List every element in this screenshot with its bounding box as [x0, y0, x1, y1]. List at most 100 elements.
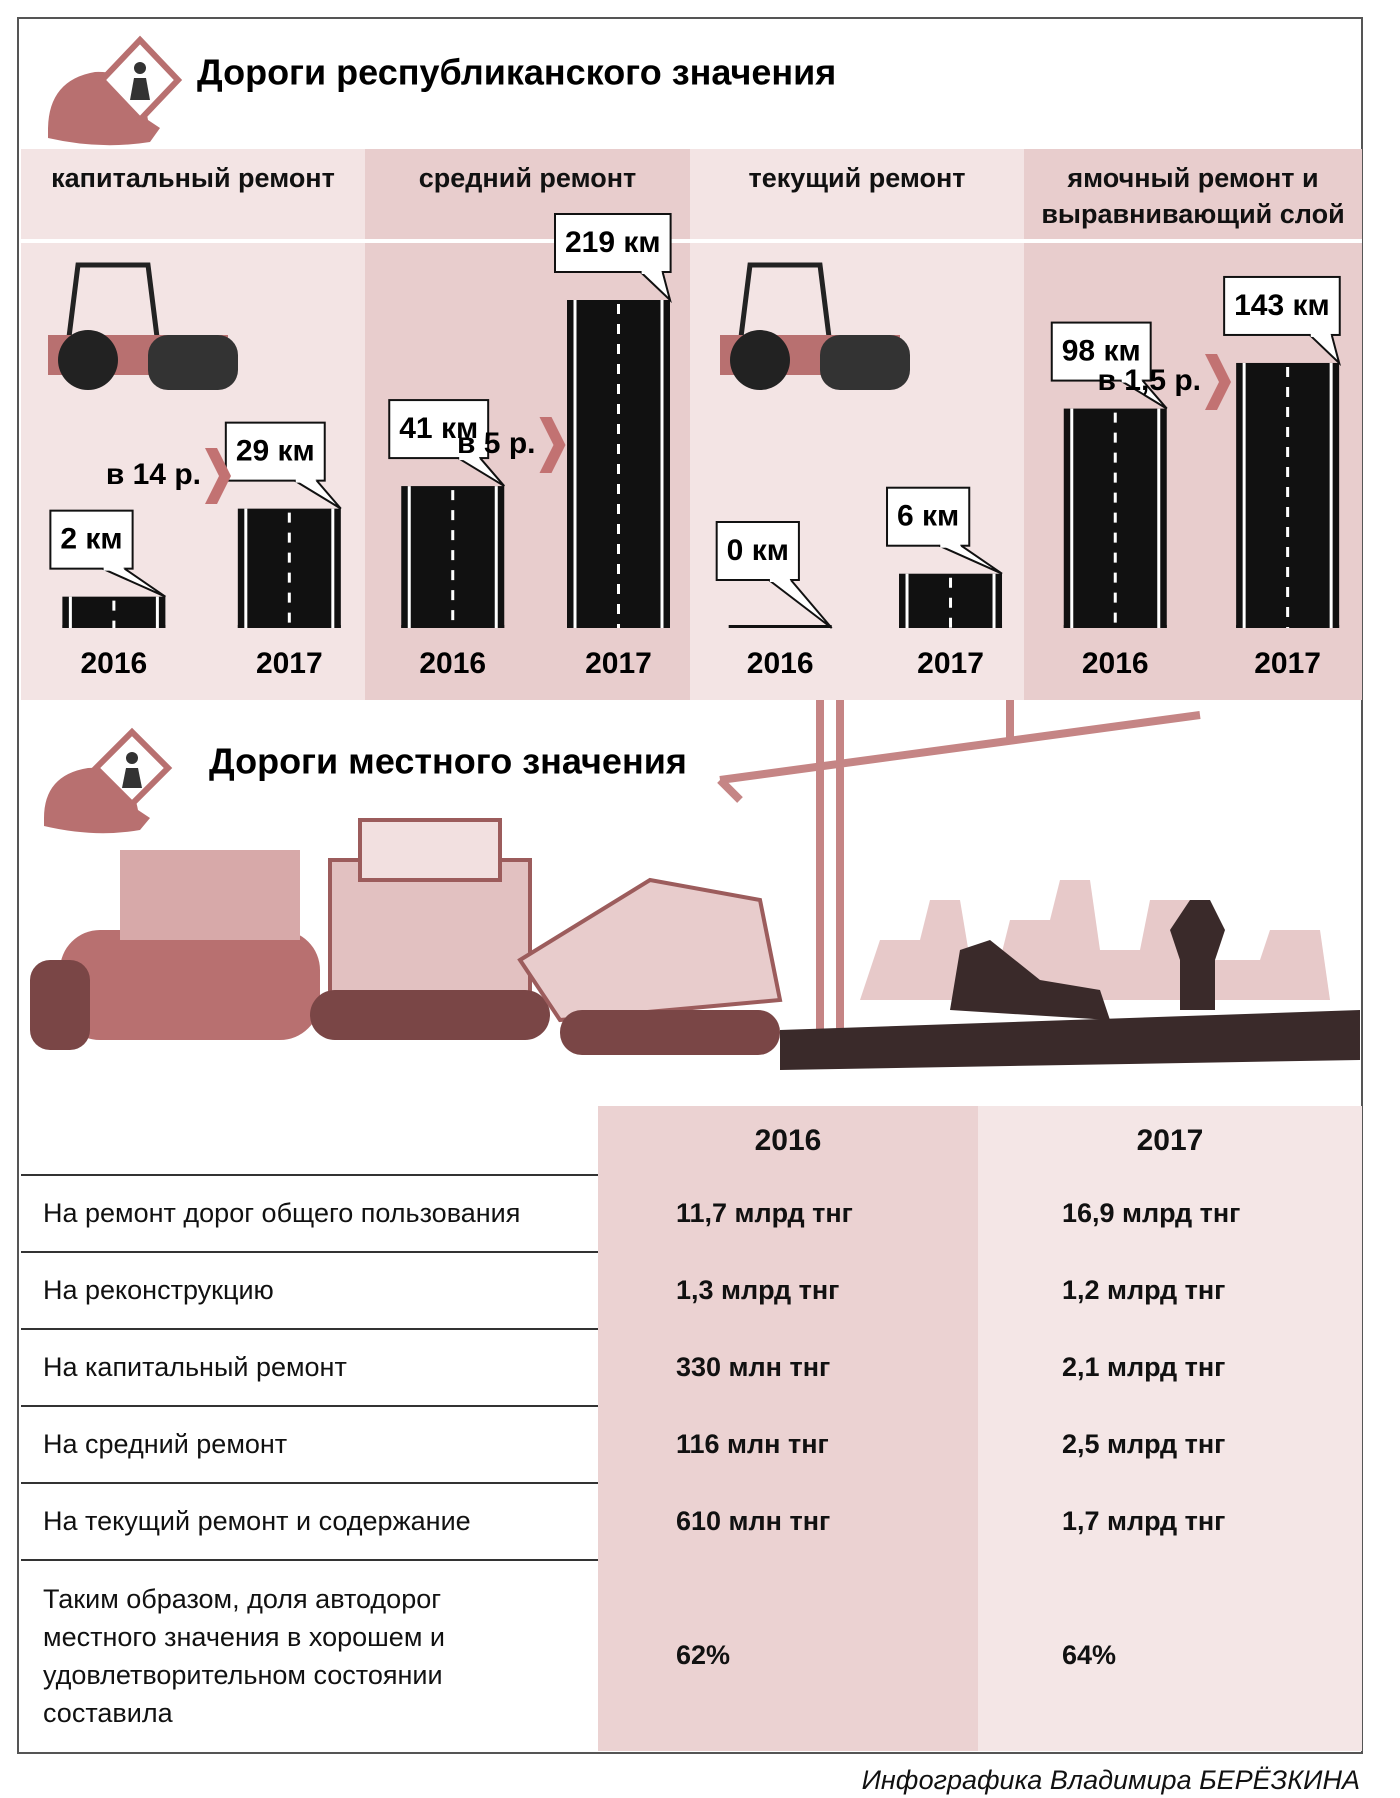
- table-cell: 2,5 млрд тнг: [978, 1406, 1362, 1483]
- table-cell: 330 млн тнг: [598, 1329, 978, 1406]
- chevron: [539, 417, 566, 473]
- category-header: капитальный ремонт: [51, 163, 335, 193]
- category-header: ямочный ремонт и выравнивающий слой: [1041, 163, 1345, 229]
- table: 2016 2017 На ремонт дорог общего пользов…: [21, 1106, 1362, 1751]
- category-label: средний ремонт: [418, 163, 637, 193]
- value-label: 0 км: [727, 534, 789, 567]
- table-cell: На реконструкцию: [21, 1251, 598, 1329]
- pointer: [102, 567, 166, 598]
- pointer: [1120, 379, 1168, 410]
- ground: [728, 625, 832, 628]
- table-header: 2016 2017: [21, 1106, 1362, 1175]
- category-label: ямочный ремонт и выравнивающий слой: [1041, 163, 1345, 229]
- x-tick-label: 2017: [917, 647, 984, 680]
- roller-icon: [820, 335, 910, 390]
- value-label: 143 км: [1234, 289, 1330, 322]
- pointer: [457, 457, 506, 487]
- pointer: [294, 479, 342, 510]
- bar: [237, 508, 341, 628]
- cell-text: Таким образом, доля автодорог местного з…: [43, 1584, 445, 1728]
- pointer: [639, 271, 672, 304]
- table-cell: На капитальный ремонт: [21, 1328, 598, 1406]
- pointer-cover: [940, 543, 961, 548]
- x-tick-label: 2017: [256, 647, 323, 680]
- cell-text: На реконструкцию: [43, 1275, 274, 1305]
- helmet-icon: [44, 727, 173, 834]
- value-label: 219 км: [565, 226, 661, 259]
- value-label: 98 км: [1062, 335, 1141, 368]
- table-row: На реконструкцию 1,3 млрд тнг 1,2 млрд тнг: [21, 1251, 1362, 1329]
- column-header: 2017: [978, 1106, 1362, 1175]
- chevron: [1205, 354, 1231, 410]
- pointer-cover: [103, 566, 124, 571]
- table-cell: 11,7 млрд тнг: [598, 1175, 978, 1252]
- value-label-box: [886, 486, 971, 547]
- table-row: На ремонт дорог общего пользования 11,7 м…: [21, 1174, 1362, 1252]
- illustration: [30, 700, 1360, 1070]
- annotation: в 1,5 р.: [1098, 364, 1201, 397]
- category-header: текущий ремонт: [748, 163, 966, 193]
- x-tick-label: 2017: [1254, 647, 1321, 680]
- pointer-cover: [295, 478, 316, 483]
- pointer-cover: [641, 270, 662, 274]
- table-row: Таким образом, доля автодорог местного з…: [21, 1559, 1362, 1751]
- value-label: 2 км: [60, 523, 122, 556]
- table-row: На капитальный ремонт 330 млн тнг 2,1 млрд…: [21, 1328, 1362, 1406]
- x-tick-label: 2017: [585, 647, 652, 680]
- table-cell: 1,3 млрд тнг: [598, 1252, 978, 1329]
- value-label: 41 км: [399, 412, 478, 445]
- table-cell: 16,9 млрд тнг: [978, 1175, 1362, 1252]
- cell-text: На ремонт дорог общего пользования: [43, 1198, 521, 1228]
- pointer: [1309, 334, 1342, 367]
- annotation: в 5 р.: [457, 427, 535, 460]
- value-label-box: [49, 509, 134, 570]
- roller-icon: [730, 330, 790, 390]
- frame: [17, 17, 1363, 1754]
- category-label: капитальный ремонт: [51, 163, 335, 193]
- value-label-box: [1223, 275, 1341, 336]
- column-header: 2016: [598, 1106, 978, 1175]
- category-header: средний ремонт: [418, 163, 637, 193]
- value-label-box: [224, 421, 326, 482]
- table-cell: 1,2 млрд тнг: [978, 1252, 1362, 1329]
- table-cell: 116 млн тнг: [598, 1406, 978, 1483]
- roller-icon: [58, 330, 118, 390]
- credit: Инфографика Владимира БЕРЁЗКИНА: [861, 1765, 1360, 1795]
- pointer-cover: [1310, 332, 1331, 337]
- chart-title: Дороги республиканского значения: [197, 52, 836, 93]
- x-tick-label: 2016: [1082, 647, 1149, 680]
- cell-text: На капитальный ремонт: [43, 1352, 347, 1382]
- value-label-box: [715, 521, 800, 581]
- corner: [21, 1106, 598, 1175]
- value-label: 29 км: [236, 435, 315, 468]
- cell-text: На средний ремонт: [43, 1429, 288, 1459]
- table-cell: 2,1 млрд тнг: [978, 1329, 1362, 1406]
- table-cell: Таким образом, доля автодорог местного з…: [21, 1559, 598, 1751]
- x-tick-label: 2016: [747, 647, 814, 680]
- section-title: Дороги местного значения: [209, 741, 687, 782]
- table-cell: 64%: [978, 1560, 1362, 1751]
- x-tick-label: 2016: [419, 647, 486, 680]
- chevron: [205, 448, 231, 504]
- table-cell: 610 млн тнг: [598, 1483, 978, 1560]
- pointer-cover: [1121, 378, 1142, 383]
- x-tick-label: 2016: [81, 647, 148, 680]
- table-cell: На ремонт дорог общего пользования: [21, 1174, 598, 1252]
- value-label-box: [1050, 321, 1152, 382]
- value-label-box: [554, 213, 672, 273]
- helmet-icon: [48, 35, 183, 146]
- pointer-cover: [459, 456, 480, 461]
- value-label-box: [388, 399, 490, 460]
- pointer: [768, 579, 833, 629]
- pointer: [938, 544, 1003, 575]
- category-label: текущий ремонт: [748, 163, 966, 193]
- pointer-cover: [769, 578, 790, 582]
- table-cell: На средний ремонт: [21, 1405, 598, 1483]
- table-row: На средний ремонт 116 млн тнг 2,5 млрд тнг: [21, 1405, 1362, 1483]
- chart: Дороги республиканского значения Дороги …: [21, 35, 1362, 1070]
- table-row: На текущий ремонт и содержание 610 млн тн…: [21, 1482, 1362, 1560]
- table-cell: На текущий ремонт и содержание: [21, 1482, 598, 1560]
- roller-icon: [148, 335, 238, 390]
- annotation: в 14 р.: [106, 458, 201, 491]
